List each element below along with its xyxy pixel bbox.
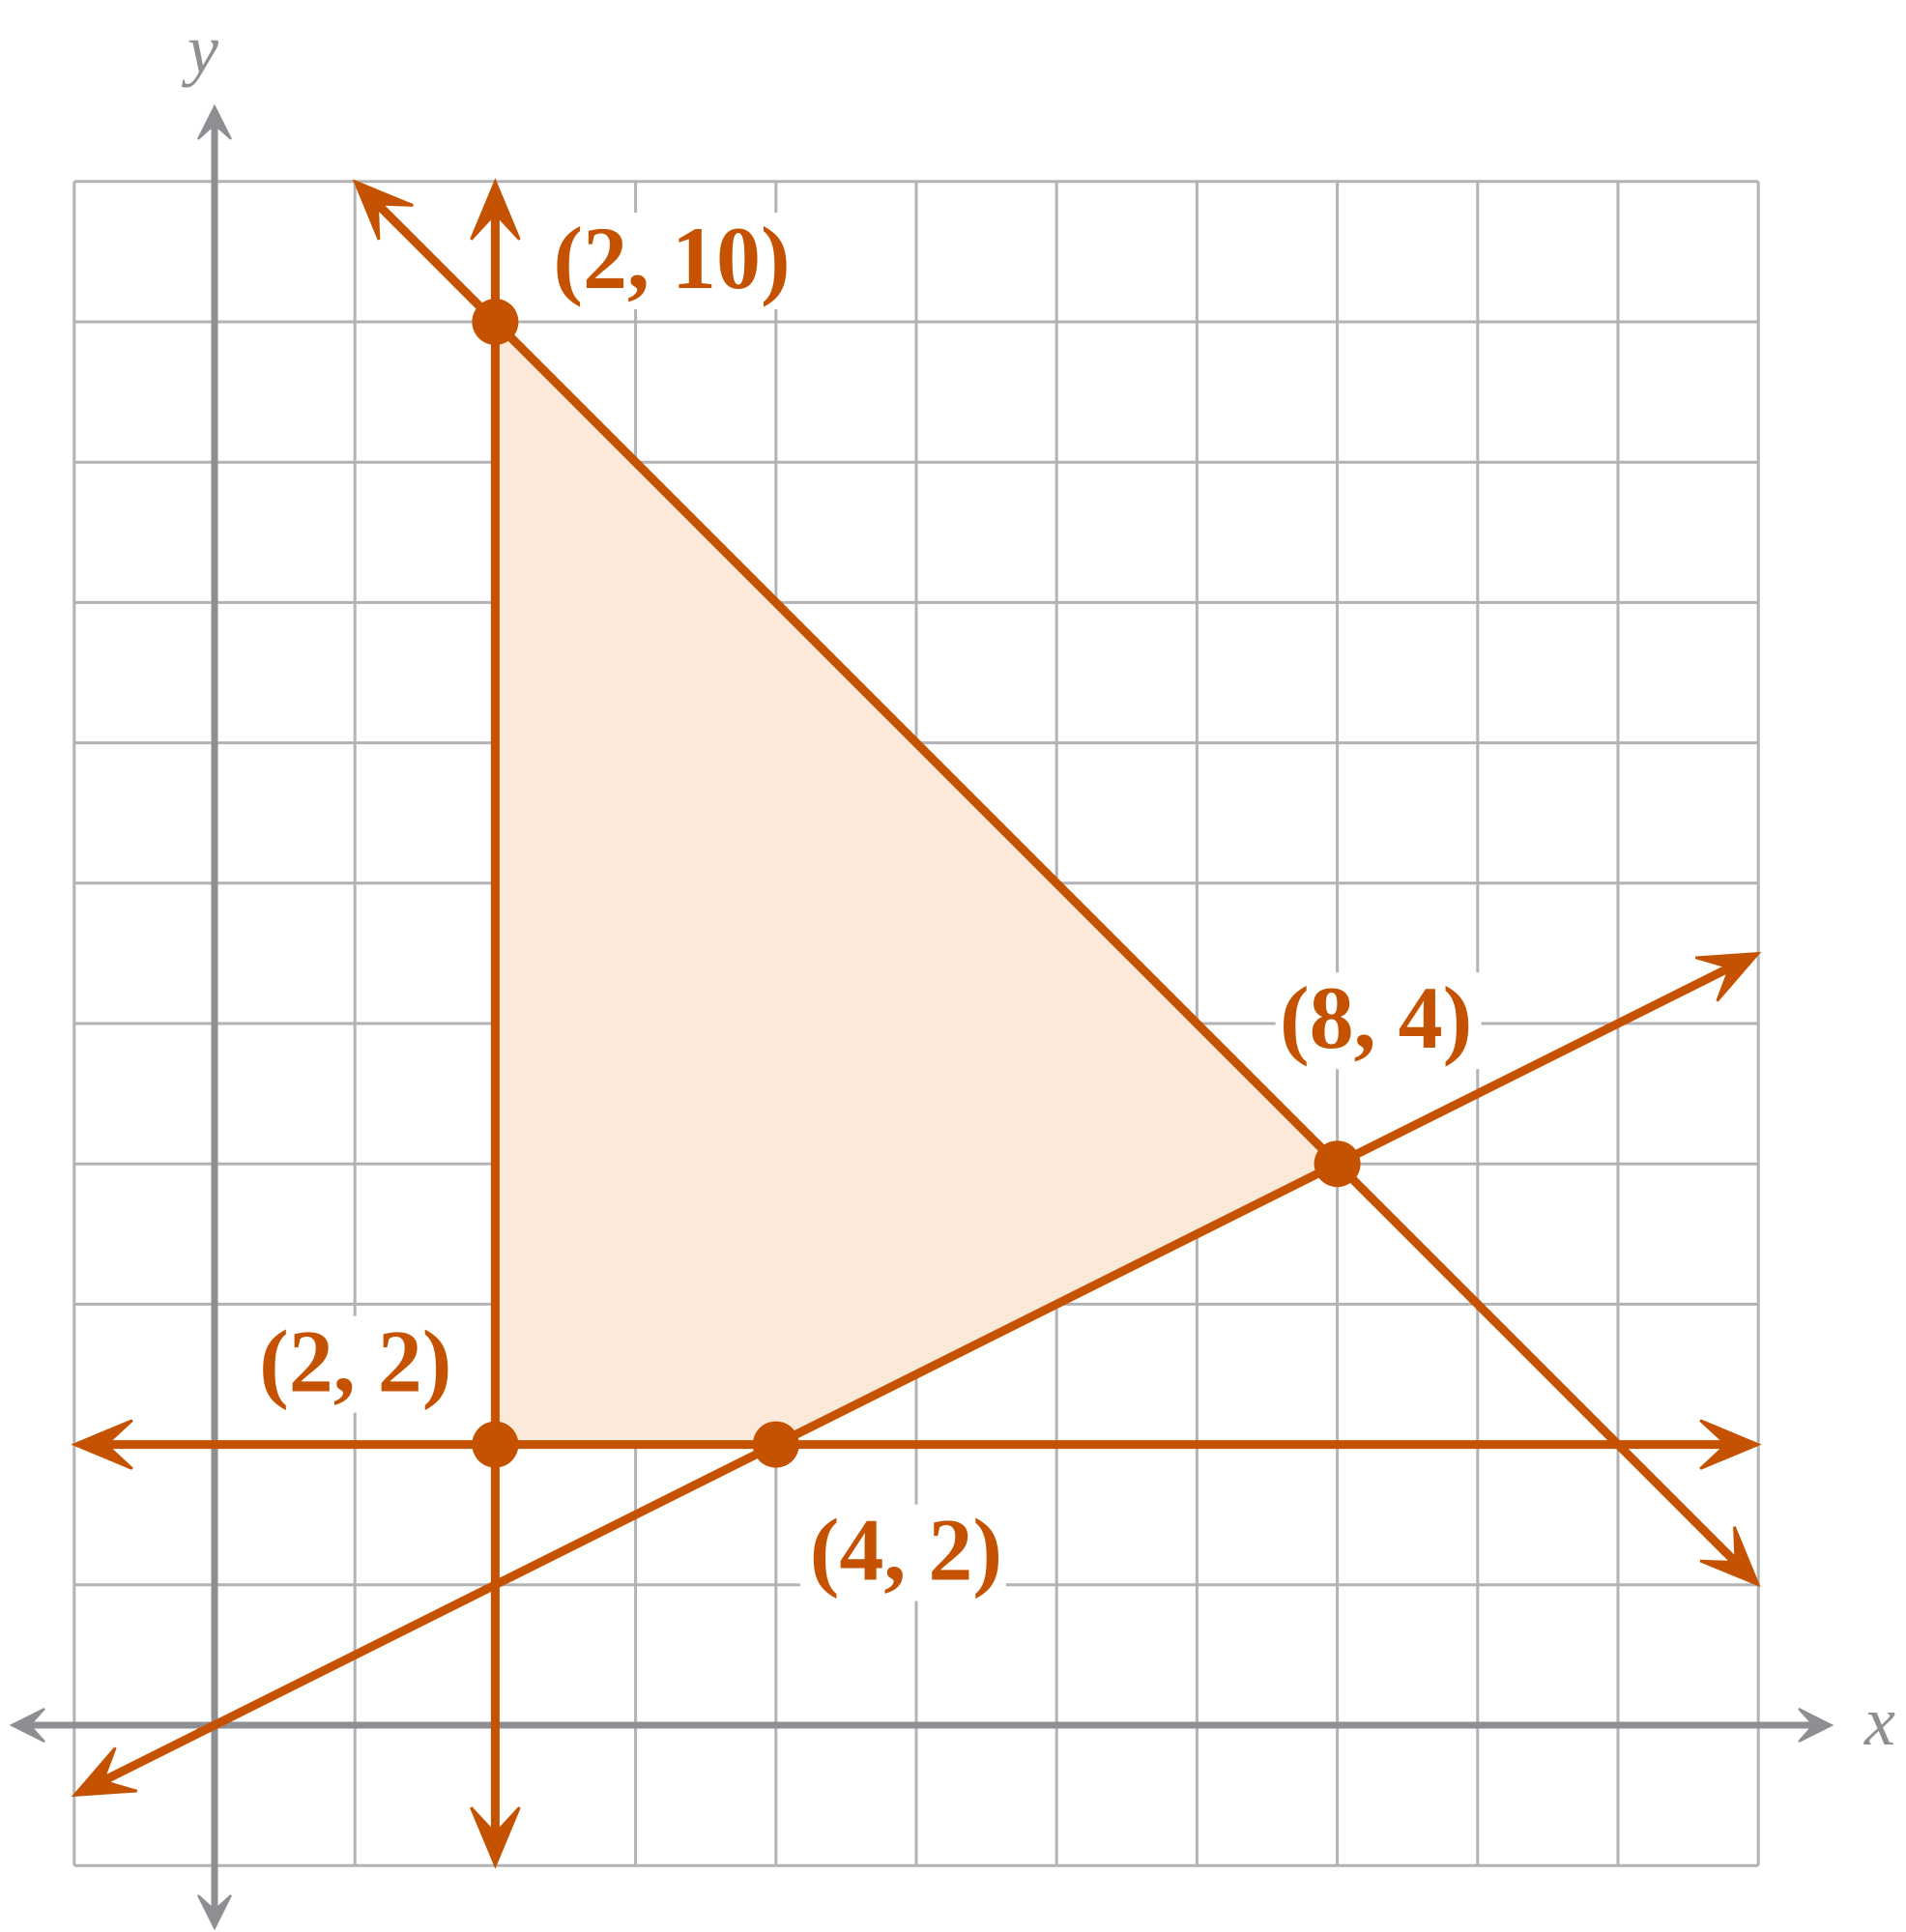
vertex-point [472,1421,519,1468]
boundary-line-y-equals-2-arrow-start [71,1419,133,1470]
boundary-line-y-equals-2-arrow-end [1699,1419,1762,1470]
x-axis-arrow-right [1798,1708,1834,1743]
vertex-point [752,1421,799,1468]
vertex-label: (8, 4) [1280,968,1472,1067]
boundary-line-rising-arrow-start [71,1746,138,1798]
vertex-labels: (2, 10) (2, 2) (4, 2) (8, 4) [255,209,1482,1601]
vertex-label-background [799,1504,1006,1601]
vertex-label-background [1275,972,1482,1070]
vertex-label: (2, 10) [553,209,790,307]
vertex-label-background [255,1315,462,1413]
y-axis-arrow-down [197,1894,232,1931]
boundary-line-rising [98,962,1735,1787]
vertex-point [1314,1140,1361,1188]
vertex-label: (4, 2) [810,1501,1002,1600]
y-axis-label: y [181,11,218,88]
boundary-line-x-equals-2-arrow-start [470,178,521,241]
boundary-line-falling-arrow-end [1699,1526,1761,1588]
boundary-line-falling [372,198,1742,1568]
boundary-line-rising-arrow-end [1694,951,1762,1002]
boundary-line-x-equals-2-arrow-end [470,1806,521,1869]
vertex-points [472,299,1361,1468]
feasible-region-layer [495,322,1338,1445]
axes [9,103,1834,1931]
y-axis-arrow-up [197,103,232,140]
boundary-lines [71,178,1762,1869]
vertex-point [472,299,519,345]
vertex-label: (2, 2) [259,1312,451,1411]
x-axis-arrow-left [9,1708,45,1743]
boundary-line-falling-arrow-start [352,179,414,241]
vertex-label-background [543,213,782,309]
x-axis-label: x [1863,1683,1895,1760]
feasible-region [495,322,1338,1445]
